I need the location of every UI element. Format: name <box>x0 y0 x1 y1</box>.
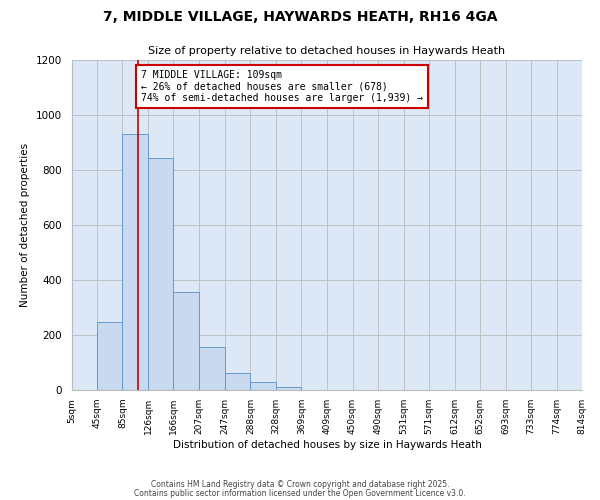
Text: 7, MIDDLE VILLAGE, HAYWARDS HEATH, RH16 4GA: 7, MIDDLE VILLAGE, HAYWARDS HEATH, RH16 … <box>103 10 497 24</box>
Text: Contains HM Land Registry data © Crown copyright and database right 2025.: Contains HM Land Registry data © Crown c… <box>151 480 449 489</box>
Bar <box>97 322 122 390</box>
Bar <box>224 372 250 390</box>
Title: Size of property relative to detached houses in Haywards Heath: Size of property relative to detached ho… <box>148 46 506 56</box>
X-axis label: Distribution of detached houses by size in Haywards Heath: Distribution of detached houses by size … <box>173 440 481 450</box>
Text: Contains public sector information licensed under the Open Government Licence v3: Contains public sector information licen… <box>134 489 466 498</box>
Bar <box>275 387 301 390</box>
Bar <box>199 346 224 390</box>
Text: 7 MIDDLE VILLAGE: 109sqm
← 26% of detached houses are smaller (678)
74% of semi-: 7 MIDDLE VILLAGE: 109sqm ← 26% of detach… <box>141 70 423 103</box>
Bar <box>173 292 199 390</box>
Y-axis label: Number of detached properties: Number of detached properties <box>20 143 31 307</box>
Bar <box>250 382 275 390</box>
Bar <box>122 134 148 390</box>
Bar <box>148 158 173 390</box>
